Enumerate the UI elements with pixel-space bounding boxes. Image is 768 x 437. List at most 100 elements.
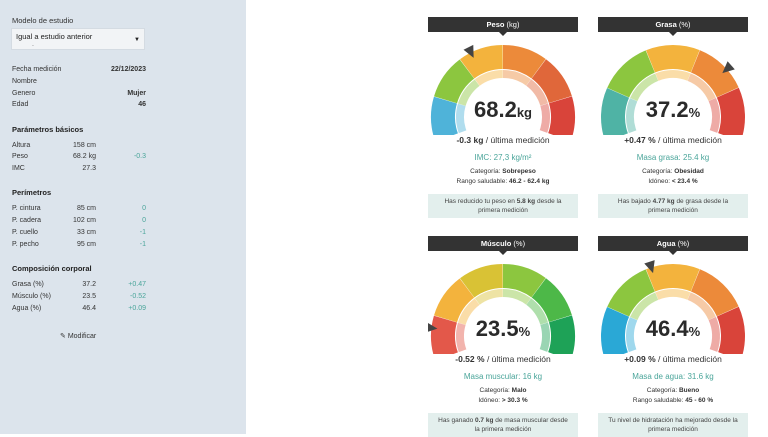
- row-delta: +0.09: [128, 305, 146, 312]
- row-value: 102 cm: [73, 217, 96, 224]
- gauge-inner-segment: [474, 289, 503, 305]
- row-value: 46.4: [82, 305, 96, 312]
- line-label: Rango saludable:: [456, 178, 508, 185]
- basicos-row: Peso 68.2 kg -0.3: [12, 153, 146, 164]
- teal-label: Masa grasa:: [636, 153, 681, 162]
- info-value: 46: [138, 101, 146, 108]
- gauge-inner-segment: [526, 79, 548, 106]
- gauge-segment: [431, 96, 458, 135]
- info-row-genero: Genero Mujer: [12, 90, 146, 101]
- progress-note: Has reducido tu peso en 5.8 kg desde la …: [428, 194, 578, 218]
- info-key: Fecha medición: [12, 66, 62, 73]
- line-label: Categoría:: [642, 168, 673, 175]
- gauge-segment: [607, 269, 655, 317]
- line-value: < 23.4 %: [671, 178, 698, 185]
- teal-label: Masa de agua:: [632, 372, 686, 381]
- line-label: Idóneo:: [648, 178, 671, 185]
- line-label: Idóneo:: [478, 397, 501, 404]
- gauge-inner-segment: [456, 103, 467, 134]
- gauge-segment: [548, 315, 575, 354]
- basicos-title: Parámetros básicos: [12, 125, 84, 134]
- delta-text: / última medición: [658, 135, 722, 145]
- gauge-segment: [607, 50, 655, 98]
- gauge-inner-segment: [708, 316, 720, 352]
- perimetros-row: P. cadera 102 cm 0: [12, 217, 146, 228]
- gauge-inner-segment: [526, 298, 548, 325]
- card-title: Agua: [656, 239, 676, 248]
- estudio-select-dot: .: [32, 41, 34, 48]
- row-value: 158 cm: [73, 142, 96, 149]
- gauge-segment: [503, 45, 546, 79]
- gauge-inner-segment: [539, 103, 550, 133]
- gauge-inner-segment: [503, 70, 531, 86]
- gauge-inner-segment: [687, 73, 716, 101]
- category-line: Categoría: Sobrepeso: [428, 168, 578, 175]
- line-value: Obesidad: [674, 168, 704, 175]
- gauge-segment: [431, 315, 458, 354]
- big-number: 68.2: [474, 97, 517, 122]
- estudio-select[interactable]: Igual a estudio anterior . ▼: [11, 28, 145, 50]
- basicos-row: Altura 158 cm: [12, 142, 146, 153]
- card-header: Agua (%): [598, 236, 748, 255]
- teal-line: Masa muscular: 16 kg: [428, 372, 578, 381]
- delta-value: +0.47 %: [624, 135, 656, 145]
- grasa-card: Grasa (%) 37.2% +0.47 % / última medició…: [598, 17, 748, 222]
- row-value: 37.2: [82, 281, 96, 288]
- estudio-label: Modelo de estudio: [12, 16, 74, 25]
- teal-line: Masa de agua: 31.6 kg: [598, 372, 748, 381]
- delta-value: -0.3 kg: [456, 135, 484, 145]
- row-delta: -0.3: [133, 153, 146, 160]
- line-value: Sobrepeso: [502, 168, 536, 175]
- perimetros-row: P. pecho 95 cm -1: [12, 241, 146, 252]
- delta-line: +0.09 % / última medición: [598, 354, 748, 364]
- info-value: 22/12/2023: [110, 66, 146, 73]
- composicion-row: Grasa (%) 37.2 +0.47: [12, 281, 146, 292]
- range-line: Rango saludable: 46.2 - 62.4 kg: [428, 178, 578, 185]
- gauge-inner-segment: [655, 289, 691, 300]
- chevron-down-icon: ▼: [134, 37, 140, 43]
- peso-gauge: [431, 44, 575, 135]
- row-key: P. pecho: [12, 241, 39, 248]
- perimetros-row: P. cuello 33 cm -1: [12, 229, 146, 240]
- gauge-marker: [722, 61, 735, 74]
- delta-value: -0.52 %: [455, 354, 485, 364]
- note-text: Has bajado: [617, 198, 651, 205]
- row-key: Peso: [12, 153, 28, 160]
- gauge-inner-segment: [457, 298, 480, 325]
- gauge-inner-segment: [630, 73, 659, 102]
- gauge-segment: [601, 307, 630, 354]
- info-row-nombre: Nombre: [12, 78, 146, 89]
- row-delta: -0.52: [130, 293, 146, 300]
- card-title-unit: (%): [513, 239, 526, 248]
- gauge-inner-segment: [626, 98, 638, 134]
- line-value: 46.2 - 62.4 kg: [508, 178, 550, 185]
- card-header: Grasa (%): [598, 17, 748, 36]
- row-value: 27.3: [82, 165, 96, 172]
- agua-card: Agua (%) 46.4% +0.09 % / última medición…: [598, 236, 748, 437]
- modificar-button[interactable]: ✎ Modificar: [60, 332, 96, 340]
- delta-value: +0.09 %: [624, 354, 656, 364]
- progress-note: Has ganado 0.7 kg de masa muscular desde…: [428, 413, 578, 437]
- delta-line: -0.3 kg / última medición: [428, 135, 578, 145]
- card-title-unit: (%): [677, 239, 690, 248]
- delta-line: -0.52 % / última medición: [428, 354, 578, 364]
- gauge-inner-segment: [457, 79, 480, 106]
- gauge-inner-segment: [474, 70, 503, 86]
- gauge-segment: [434, 278, 475, 323]
- range-line: Rango saludable: 45 - 60 %: [598, 397, 748, 404]
- progress-note: Tu nivel de hidratación ha mejorado desd…: [598, 413, 748, 437]
- line-value: 45 - 60 %: [685, 397, 714, 404]
- composicion-title: Composición corporal: [12, 264, 92, 273]
- row-delta: +0.47: [128, 281, 146, 288]
- big-number: 46.4: [645, 316, 689, 341]
- big-value: 23.5%: [428, 316, 578, 342]
- range-line: Idóneo: < 23.4 %: [598, 178, 748, 185]
- gauge-inner-segment: [687, 292, 716, 320]
- gauge-segment: [460, 264, 503, 298]
- teal-line: IMC: 27,3 kg/m²: [428, 153, 578, 162]
- row-value: 68.2 kg: [73, 153, 96, 160]
- sidebar: Modelo de estudio Igual a estudio anteri…: [0, 0, 246, 434]
- estudio-select-value: Igual a estudio anterior: [16, 32, 93, 41]
- info-row-edad: Edad 46: [12, 101, 146, 112]
- row-key: Altura: [12, 142, 31, 149]
